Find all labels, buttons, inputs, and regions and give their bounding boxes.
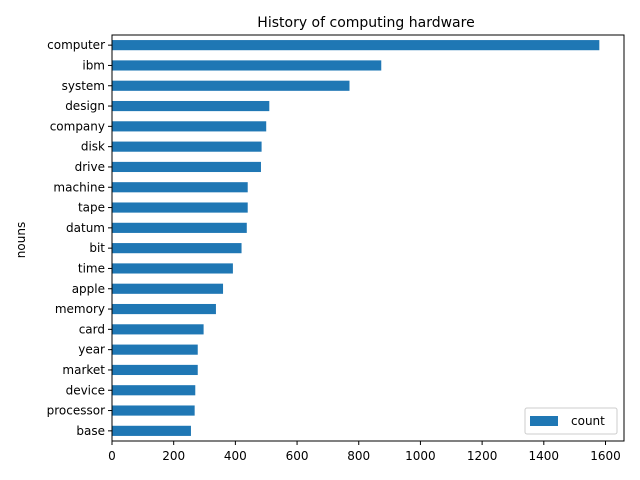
- bar-card: [112, 324, 204, 335]
- bar-drive: [112, 161, 261, 173]
- bar-machine: [112, 182, 248, 193]
- y-tick-label: device: [66, 383, 105, 397]
- bar-base: [112, 425, 191, 436]
- plot-frame: [111, 34, 625, 442]
- y-tick-label: memory: [55, 302, 105, 316]
- y-tick-label: tape: [78, 201, 105, 215]
- legend-label: count: [571, 414, 605, 428]
- x-tick-label: 1000: [405, 449, 436, 463]
- y-tick-label: apple: [72, 282, 105, 296]
- bar-device: [112, 385, 196, 396]
- legend-box: [524, 407, 618, 435]
- x-tick-label: 600: [286, 449, 309, 463]
- legend: count: [524, 407, 618, 435]
- y-tick-label: drive: [75, 160, 105, 174]
- bar-company: [112, 121, 267, 132]
- bar-design: [112, 100, 270, 112]
- y-tick-label: system: [62, 79, 105, 93]
- y-tick-label: card: [79, 322, 105, 336]
- y-tick-label: computer: [47, 38, 105, 52]
- y-tick-label: machine: [53, 180, 105, 194]
- y-tick-label: company: [50, 119, 105, 133]
- bar-market: [112, 364, 198, 376]
- y-tick-label: design: [65, 99, 105, 113]
- x-tick-labels: 0 200 400 600 800 1000 1200 1400 1600: [108, 441, 621, 463]
- y-tick-label: market: [62, 363, 105, 377]
- x-tick-label: 200: [162, 449, 185, 463]
- bar-time: [112, 263, 233, 274]
- bar-apple: [112, 283, 224, 294]
- bar-bit: [112, 243, 242, 254]
- x-tick-label: 0: [108, 449, 116, 463]
- chart-title: History of computing hardware: [257, 15, 474, 31]
- y-tick-label: ibm: [82, 58, 105, 72]
- y-tick-label: base: [76, 424, 105, 438]
- bar-disk: [112, 141, 262, 152]
- y-tick-labels: computer ibm system design company disk drive m…: [47, 38, 112, 438]
- bar-year: [112, 344, 198, 355]
- y-tick-label: disk: [81, 140, 105, 154]
- bars-group: [112, 40, 600, 436]
- x-tick-label: 1400: [529, 449, 560, 463]
- y-tick-label: year: [78, 343, 105, 357]
- bar-processor: [112, 405, 195, 416]
- x-tick-label: 1600: [590, 449, 621, 463]
- bar-computer: [112, 40, 600, 51]
- x-tick-label: 1200: [467, 449, 498, 463]
- x-tick-label: 800: [347, 449, 370, 463]
- y-tick-label: processor: [47, 404, 105, 418]
- y-tick-label: bit: [89, 241, 105, 255]
- bar-system: [112, 80, 350, 91]
- x-tick-label: 400: [224, 449, 247, 463]
- y-tick-label: datum: [66, 221, 105, 235]
- bar-datum: [112, 222, 247, 233]
- bar-memory: [112, 303, 216, 315]
- y-axis-label: nouns: [14, 222, 28, 258]
- bar-ibm: [112, 60, 382, 71]
- legend-swatch: [530, 416, 558, 426]
- y-tick-label: time: [78, 261, 105, 275]
- bar-tape: [112, 202, 248, 213]
